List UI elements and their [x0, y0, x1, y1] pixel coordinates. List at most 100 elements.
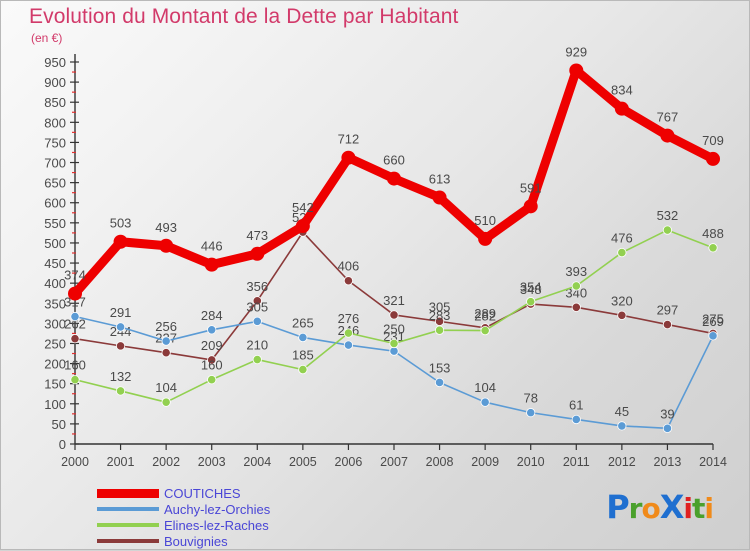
data-point[interactable]	[571, 302, 581, 312]
data-point[interactable]	[708, 243, 718, 253]
data-label: 488	[702, 226, 724, 241]
legend-item-0[interactable]: COUTICHES	[97, 485, 270, 501]
data-point[interactable]	[161, 348, 171, 358]
data-point[interactable]	[161, 336, 171, 346]
legend-item-2[interactable]: Elines-lez-Raches	[97, 517, 270, 533]
data-point[interactable]	[389, 310, 399, 320]
y-tick-label: 250	[44, 336, 66, 351]
data-point[interactable]	[614, 101, 629, 116]
data-point[interactable]	[617, 421, 627, 431]
data-point[interactable]	[70, 334, 80, 344]
data-label: 709	[702, 133, 724, 148]
data-point[interactable]	[571, 281, 581, 291]
x-tick-label: 2009	[471, 455, 499, 469]
y-tick-label: 600	[44, 196, 66, 211]
data-label: 305	[429, 299, 451, 314]
data-label: 348	[520, 282, 542, 297]
legend-item-1[interactable]: Auchy-lez-Orchies	[97, 501, 270, 517]
data-point[interactable]	[113, 234, 128, 249]
data-point[interactable]	[252, 354, 262, 365]
data-label: 61	[569, 397, 583, 412]
data-point[interactable]	[708, 331, 718, 341]
y-tick-label: 950	[44, 55, 66, 70]
data-label: 282	[474, 309, 496, 324]
data-label: 321	[383, 293, 405, 308]
data-point[interactable]	[434, 325, 445, 335]
data-point[interactable]	[250, 246, 265, 261]
data-point[interactable]	[161, 397, 171, 407]
data-point[interactable]	[341, 150, 356, 165]
legend-swatch-icon-1	[97, 507, 159, 511]
data-point[interactable]	[204, 257, 219, 272]
series-auchy-lez-orchies: 3172912562843052652462311531047861453926…	[64, 295, 724, 433]
data-point[interactable]	[662, 319, 673, 330]
data-label: 132	[110, 369, 132, 384]
data-label: 209	[201, 338, 223, 353]
page-title: Evolution du Montant de la Dette par Hab…	[29, 5, 459, 28]
data-point[interactable]	[68, 286, 82, 301]
logo-letter-4: i	[683, 492, 693, 525]
chart-unit-label: (en €)	[31, 31, 63, 45]
data-point[interactable]	[434, 377, 445, 388]
data-label: 340	[565, 285, 587, 300]
data-point[interactable]	[662, 225, 673, 235]
data-point[interactable]	[207, 375, 217, 385]
data-label: 256	[155, 319, 177, 334]
y-tick-label: 200	[44, 357, 66, 372]
data-point[interactable]	[389, 338, 399, 349]
data-point[interactable]	[526, 297, 536, 307]
legend-item-3[interactable]: Bouvignies	[97, 533, 270, 549]
data-point[interactable]	[478, 231, 493, 246]
logo-letter-1: r	[628, 492, 643, 525]
x-tick-label: 2003	[198, 455, 226, 469]
data-label: 104	[474, 380, 496, 395]
data-point[interactable]	[343, 328, 354, 338]
data-label: 712	[338, 132, 360, 147]
data-point[interactable]	[480, 326, 490, 336]
data-label: 153	[429, 360, 451, 375]
data-point[interactable]	[389, 346, 399, 356]
data-point[interactable]	[706, 151, 720, 166]
data-point[interactable]	[207, 325, 217, 335]
x-tick-label: 2013	[654, 455, 682, 469]
y-tick-label: 350	[44, 296, 66, 311]
proxiti-logo[interactable]: ProXiti	[606, 488, 714, 526]
data-label: 297	[657, 303, 679, 318]
data-point[interactable]	[387, 171, 401, 186]
data-point[interactable]	[298, 365, 308, 375]
data-point[interactable]	[115, 341, 126, 351]
y-tick-label: 900	[44, 75, 66, 90]
x-tick-label: 2010	[517, 455, 545, 469]
data-point[interactable]	[617, 310, 627, 320]
data-point[interactable]	[569, 63, 584, 78]
data-point[interactable]	[159, 238, 174, 253]
y-tick-label: 750	[44, 135, 66, 150]
data-point[interactable]	[70, 311, 80, 322]
data-point[interactable]	[115, 386, 126, 396]
data-point[interactable]	[252, 316, 262, 326]
data-point[interactable]	[526, 408, 536, 418]
data-point[interactable]	[432, 190, 447, 205]
data-label: 317	[64, 295, 86, 310]
data-point[interactable]	[617, 247, 627, 258]
data-point[interactable]	[480, 397, 490, 407]
data-point[interactable]	[252, 296, 262, 306]
data-point[interactable]	[343, 340, 354, 350]
data-point[interactable]	[434, 316, 445, 326]
data-point[interactable]	[298, 332, 308, 343]
data-point[interactable]	[115, 322, 126, 332]
data-point[interactable]	[523, 199, 538, 214]
legend-label-2: Elines-lez-Raches	[164, 517, 269, 533]
data-point[interactable]	[70, 375, 80, 385]
data-point[interactable]	[207, 355, 217, 365]
data-point[interactable]	[343, 276, 354, 286]
y-tick-label: 400	[44, 276, 66, 291]
data-point[interactable]	[660, 128, 675, 143]
data-point[interactable]	[662, 423, 673, 433]
y-tick-label: 450	[44, 256, 66, 271]
data-point[interactable]	[295, 219, 310, 234]
data-label: 374	[64, 268, 86, 283]
data-point[interactable]	[571, 414, 581, 425]
x-tick-label: 2007	[380, 455, 408, 469]
